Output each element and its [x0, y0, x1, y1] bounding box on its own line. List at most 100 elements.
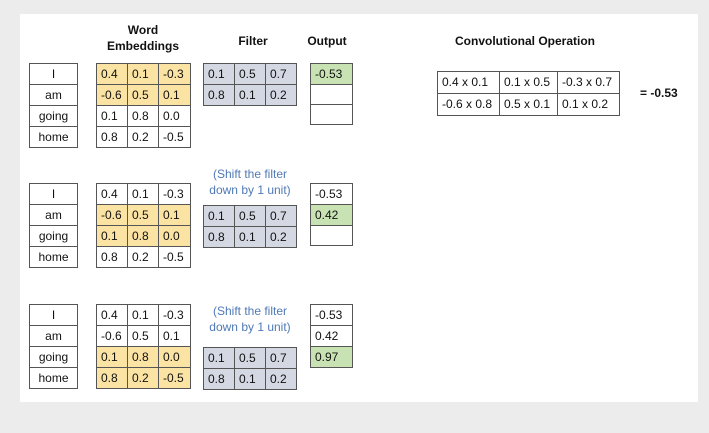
output-cell: 0.97 — [310, 346, 353, 368]
table-row: going — [29, 346, 78, 368]
filter-cell: 0.2 — [265, 226, 297, 248]
filter-cell: 0.8 — [203, 226, 235, 248]
embedding-cell: 0.1 — [96, 346, 128, 368]
table-row: am — [29, 84, 78, 106]
embedding-cell: 0.0 — [158, 225, 191, 247]
embedding-cell: -0.5 — [158, 246, 191, 268]
embedding-cell: 0.8 — [96, 126, 128, 148]
filter-cell: 0.5 — [234, 205, 266, 227]
table-row: going — [29, 105, 78, 127]
shift-note-1: (Shift the filter down by 1 unit) — [209, 167, 291, 197]
filter-table-step1: 0.1 0.5 0.7 0.8 0.1 0.2 — [203, 63, 297, 106]
table-row — [310, 104, 353, 125]
filter-cell: 0.7 — [265, 347, 297, 369]
table-row: -0.6 x 0.8 0.5 x 0.1 0.1 x 0.2 — [437, 93, 620, 116]
embedding-cell: 0.8 — [96, 367, 128, 389]
embedding-cell: 0.4 — [96, 63, 128, 85]
table-row: 0.1 0.8 0.0 — [96, 346, 191, 368]
table-row: 0.4 0.1 -0.3 — [96, 63, 191, 85]
embedding-cell: -0.6 — [96, 325, 128, 347]
embedding-cell: 0.2 — [127, 367, 159, 389]
filter-cell: 0.7 — [265, 205, 297, 227]
table-row — [310, 84, 353, 105]
embedding-cell: -0.3 — [158, 63, 191, 85]
table-row: I — [29, 63, 78, 85]
table-row: 0.1 0.8 0.0 — [96, 225, 191, 247]
embedding-cell: 0.2 — [127, 126, 159, 148]
embedding-cell: 0.1 — [96, 105, 128, 127]
filter-cell: 0.2 — [265, 368, 297, 390]
table-row: I — [29, 304, 78, 326]
table-row: 0.1 0.5 0.7 — [203, 347, 297, 369]
table-row: 0.42 — [310, 325, 353, 347]
operation-result: = -0.53 — [640, 86, 678, 100]
embedding-cell: 0.1 — [158, 325, 191, 347]
output-cell-empty — [310, 84, 353, 105]
embedding-cell: 0.1 — [96, 225, 128, 247]
word-cell: I — [29, 183, 78, 205]
embedding-cell: 0.4 — [96, 304, 128, 326]
table-row: 0.97 — [310, 346, 353, 368]
embedding-cell: 0.5 — [127, 204, 159, 226]
header-convolutional-operation: Convolutional Operation — [455, 34, 595, 48]
table-row: 0.1 0.5 0.7 — [203, 63, 297, 85]
words-table-step1: I am going home — [29, 63, 78, 148]
embedding-cell: -0.5 — [158, 367, 191, 389]
table-row: -0.53 — [310, 304, 353, 326]
embedding-cell: 0.5 — [127, 325, 159, 347]
operation-cell: 0.5 x 0.1 — [499, 93, 558, 116]
word-cell: home — [29, 367, 78, 389]
filter-cell: 0.2 — [265, 84, 297, 106]
word-cell: going — [29, 105, 78, 127]
filter-cell: 0.8 — [203, 368, 235, 390]
filter-table-step3: 0.1 0.5 0.7 0.8 0.1 0.2 — [203, 347, 297, 390]
table-row: -0.6 0.5 0.1 — [96, 84, 191, 106]
output-cell: -0.53 — [310, 63, 353, 85]
table-row: 0.4 0.1 -0.3 — [96, 304, 191, 326]
word-cell: home — [29, 246, 78, 268]
table-row: 0.4 x 0.1 0.1 x 0.5 -0.3 x 0.7 — [437, 71, 620, 94]
table-row: -0.6 0.5 0.1 — [96, 204, 191, 226]
table-row: 0.8 0.2 -0.5 — [96, 246, 191, 268]
table-row: 0.8 0.1 0.2 — [203, 84, 297, 106]
operation-cell: 0.4 x 0.1 — [437, 71, 500, 94]
embedding-cell: 0.1 — [158, 84, 191, 106]
operation-cell: -0.6 x 0.8 — [437, 93, 500, 116]
output-cell-empty — [310, 104, 353, 125]
word-cell: going — [29, 225, 78, 247]
header-word-embeddings: Word Embeddings — [106, 23, 179, 53]
embedding-cell: 0.1 — [127, 63, 159, 85]
embeddings-table-step1: 0.4 0.1 -0.3 -0.6 0.5 0.1 0.1 0.8 0.0 0.8 0.2 -0… — [96, 63, 191, 148]
table-row: -0.6 0.5 0.1 — [96, 325, 191, 347]
embeddings-table-step3: 0.4 0.1 -0.3 -0.6 0.5 0.1 0.1 0.8 0.0 0.8 0.2 -0… — [96, 304, 191, 389]
embedding-cell: 0.1 — [127, 304, 159, 326]
filter-cell: 0.1 — [234, 368, 266, 390]
filter-cell: 0.1 — [203, 205, 235, 227]
word-cell: I — [29, 63, 78, 85]
output-cell: 0.42 — [310, 204, 353, 226]
table-row: home — [29, 246, 78, 268]
table-row: am — [29, 325, 78, 347]
table-row: 0.8 0.2 -0.5 — [96, 367, 191, 389]
embedding-cell: 0.1 — [158, 204, 191, 226]
table-row: 0.8 0.1 0.2 — [203, 226, 297, 248]
embedding-cell: 0.0 — [158, 105, 191, 127]
table-row: 0.1 0.8 0.0 — [96, 105, 191, 127]
embedding-cell: 0.0 — [158, 346, 191, 368]
word-cell: home — [29, 126, 78, 148]
filter-cell: 0.5 — [234, 347, 266, 369]
table-row: -0.53 — [310, 63, 353, 85]
filter-cell: 0.5 — [234, 63, 266, 85]
embedding-cell: -0.6 — [96, 204, 128, 226]
table-row: I — [29, 183, 78, 205]
words-table-step2: I am going home — [29, 183, 78, 268]
table-row: 0.8 0.1 0.2 — [203, 368, 297, 390]
embedding-cell: 0.1 — [127, 183, 159, 205]
embedding-cell: 0.8 — [127, 225, 159, 247]
embedding-cell: 0.4 — [96, 183, 128, 205]
table-row: 0.8 0.2 -0.5 — [96, 126, 191, 148]
table-row: 0.4 0.1 -0.3 — [96, 183, 191, 205]
embedding-cell: 0.2 — [127, 246, 159, 268]
output-cell: 0.42 — [310, 325, 353, 347]
output-cell-empty — [310, 225, 353, 246]
